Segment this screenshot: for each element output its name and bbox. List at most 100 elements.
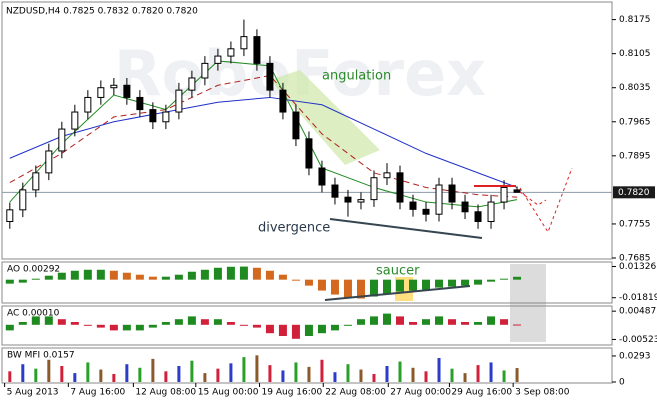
indicator-bar — [138, 367, 142, 382]
candle-body — [188, 77, 196, 91]
indicator-bar — [135, 274, 144, 280]
annotation: divergence — [258, 221, 330, 236]
candle-body — [266, 62, 274, 91]
indicator-bar — [174, 274, 183, 280]
indicator-bar — [216, 368, 220, 382]
panel-frame — [1, 261, 613, 304]
projection-line — [519, 167, 573, 234]
candle-body — [214, 55, 222, 64]
indicator-bar — [151, 358, 155, 382]
candle-body — [58, 128, 66, 152]
indicator-bar — [343, 324, 352, 326]
indicator-bar — [356, 319, 365, 325]
indicator-bar — [304, 279, 313, 286]
candle-body — [123, 84, 131, 98]
indicator-bar — [450, 368, 454, 382]
indicator-bar — [281, 370, 285, 382]
indicator-bar — [294, 362, 298, 382]
indicator-bar — [369, 316, 378, 325]
chart-header: NZDUSD,H4 0.7825 0.7832 0.7820 0.7820 — [6, 7, 198, 17]
indicator-bar — [474, 279, 483, 285]
indicator-bar — [252, 324, 261, 328]
panel-frame — [1, 1, 613, 260]
indicator-bar — [320, 359, 324, 382]
indicator-bar — [411, 367, 415, 382]
y-tick-label: 0.7755 — [619, 219, 651, 229]
candle-body — [45, 150, 53, 174]
candle-body — [422, 208, 430, 215]
candle-body — [162, 111, 170, 123]
y-tick-label: 0.8035 — [619, 83, 651, 93]
indicator-bar — [239, 324, 248, 326]
indicator-bar — [502, 370, 506, 382]
indicator-bar — [18, 322, 27, 325]
y-tick-label: 0.7895 — [619, 151, 651, 161]
indicator-bar — [226, 266, 235, 280]
x-tick-label: 5 Aug 2013 — [7, 388, 59, 398]
indicator-bar — [255, 355, 259, 382]
candle-body — [110, 84, 118, 89]
indicator-bar — [96, 269, 105, 280]
indicator-bar — [21, 364, 25, 382]
indicator-bar — [435, 279, 444, 288]
y-tick-label: 0.7685 — [619, 254, 651, 264]
candle-body — [357, 199, 365, 203]
indicator-bar — [461, 322, 470, 325]
indicator-bar — [291, 324, 300, 339]
annotation: angulation — [322, 69, 391, 84]
y-tick-label: 0.0293 — [619, 351, 651, 361]
candle-body — [253, 36, 261, 64]
candle-body — [240, 36, 248, 50]
indicator-bar — [278, 274, 287, 280]
candle-body — [305, 138, 313, 169]
y-tick-label: 0 — [619, 378, 625, 388]
annotation: saucer — [376, 264, 420, 279]
candle-body — [318, 167, 326, 186]
indicator-bar — [5, 279, 14, 284]
x-tick-label: 29 Aug 16:00 — [451, 388, 512, 398]
x-tick-label: 15 Aug 00:00 — [198, 388, 259, 398]
indicator-bar — [500, 319, 509, 325]
indicator-bar — [60, 366, 64, 382]
indicator-bar — [265, 324, 274, 334]
candle-body — [136, 96, 144, 111]
indicator-bar — [226, 322, 235, 325]
indicator-bar — [57, 272, 66, 280]
indicator-bar — [395, 279, 404, 292]
panel-label: BW MFI 0.0157 — [7, 351, 75, 361]
candle-body — [383, 172, 391, 179]
current-price-box — [613, 186, 655, 199]
indicator-bar — [96, 324, 105, 328]
indicator-bar — [369, 279, 378, 297]
indicator-bar — [463, 373, 467, 382]
indicator-bar — [242, 357, 246, 382]
indicator-bar — [213, 319, 222, 325]
panel-frame — [1, 347, 613, 384]
panel-frame — [1, 305, 613, 346]
panel-label: AC 0.00010 — [7, 309, 60, 319]
indicator-bar — [307, 366, 311, 382]
x-tick-label: 22 Aug 08:00 — [325, 388, 386, 398]
indicator-bar — [8, 371, 12, 382]
indicator-bar — [382, 313, 391, 325]
candle-body — [409, 201, 417, 210]
candle-body — [500, 186, 508, 203]
candle-body — [279, 89, 287, 113]
projection-line — [519, 191, 547, 206]
candle-body — [71, 111, 79, 130]
x-tick-label: 19 Aug 16:00 — [262, 388, 323, 398]
indicator-bar — [112, 374, 116, 382]
saucer-line — [324, 285, 471, 301]
indicator-bar — [86, 362, 90, 382]
indicator-bar — [83, 269, 92, 280]
indicator-bar — [474, 322, 483, 325]
indicator-bar — [278, 324, 287, 336]
indicator-bar — [31, 278, 40, 280]
candle-body — [448, 184, 456, 203]
y-tick-label: -0.00523 — [619, 335, 657, 345]
indicator-bar — [161, 322, 170, 325]
indicator-bar — [513, 276, 522, 280]
indicator-bar — [135, 324, 144, 331]
candle-body — [32, 172, 40, 191]
